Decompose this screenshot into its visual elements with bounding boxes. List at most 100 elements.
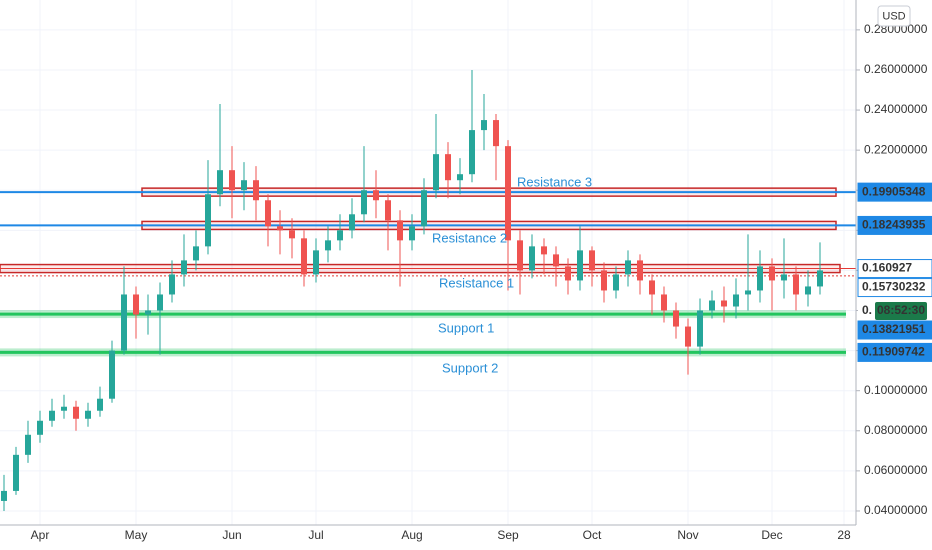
candle-body	[817, 270, 823, 287]
y-tick-label: 0.06000000	[864, 463, 928, 477]
candle-body	[577, 250, 583, 281]
candle-body	[277, 226, 283, 231]
candle-body	[169, 274, 175, 295]
y-tick-label: 0.26000000	[864, 62, 928, 76]
candle-body	[589, 250, 595, 271]
candle-body	[61, 406, 67, 411]
candle-body	[133, 294, 139, 315]
price-badge-label: 0.	[862, 303, 872, 317]
candle-body	[13, 454, 19, 491]
y-tick-label: 0.04000000	[864, 503, 928, 517]
candle-body	[49, 410, 55, 421]
candle-body	[757, 266, 763, 291]
candle-body	[433, 154, 439, 191]
candle-body	[661, 294, 667, 311]
candle-body	[625, 260, 631, 275]
level-badge	[857, 182, 932, 202]
level-badge	[857, 278, 932, 298]
countdown-label: 08:52:30	[877, 303, 925, 317]
candle-body	[193, 246, 199, 261]
candle-body	[505, 146, 511, 241]
candle-body	[649, 280, 655, 295]
x-tick-label: Sep	[497, 528, 519, 542]
candle-body	[493, 120, 499, 147]
candle-body	[805, 286, 811, 295]
candle-body	[793, 274, 799, 295]
candle-body	[145, 310, 151, 315]
x-tick-label: 28	[837, 528, 851, 542]
candle-body	[397, 220, 403, 241]
candle-body	[517, 240, 523, 271]
level-label: Resistance 1	[439, 275, 514, 290]
candle-body	[361, 190, 367, 215]
level-badge-label: 0.19905348	[862, 184, 926, 198]
candle-body	[25, 434, 31, 455]
level-badge	[857, 215, 932, 235]
candle-body	[637, 260, 643, 281]
level-badge	[857, 259, 932, 279]
x-tick-label: Apr	[31, 528, 50, 542]
level-badge	[857, 320, 932, 340]
candle-body	[157, 294, 163, 311]
candle-body	[409, 226, 415, 241]
countdown-badge	[875, 302, 927, 320]
y-tick-label: 0.08000000	[864, 423, 928, 437]
x-tick-label: Jul	[308, 528, 323, 542]
candle-body	[229, 170, 235, 191]
candle-body	[685, 326, 691, 347]
candle-body	[553, 254, 559, 267]
candle-body	[217, 170, 223, 195]
x-tick-label: Jun	[222, 528, 241, 542]
candle-body	[373, 190, 379, 201]
level-badge-label: 0.13821951	[862, 322, 926, 336]
level-badge-label: 0.160927	[862, 261, 912, 275]
candle-body	[601, 270, 607, 291]
candle-body	[529, 246, 535, 271]
candle-body	[421, 190, 427, 227]
candle-body	[469, 130, 475, 175]
candle-body	[697, 310, 703, 347]
level-badge-label: 0.15730232	[862, 280, 926, 294]
level-label: Support 1	[438, 320, 494, 335]
level-label: Resistance 2	[432, 230, 507, 245]
currency-label: USD	[882, 10, 905, 22]
candle-body	[73, 406, 79, 419]
x-tick-label: Dec	[761, 528, 782, 542]
y-tick-label: 0.22000000	[864, 142, 928, 156]
level-badge	[857, 342, 932, 362]
candle-body	[37, 420, 43, 435]
level-label: Resistance 3	[517, 174, 592, 189]
candle-body	[457, 174, 463, 181]
candle-body	[205, 194, 211, 247]
x-tick-label: Nov	[677, 528, 698, 542]
x-tick-label: May	[125, 528, 148, 542]
candle-body	[337, 230, 343, 241]
candle-body	[745, 290, 751, 295]
candle-body	[289, 230, 295, 239]
level-badge-label: 0.11909742	[862, 345, 925, 359]
candle-body	[97, 398, 103, 411]
y-tick-label: 0.24000000	[864, 102, 928, 116]
level-label: Support 2	[442, 360, 498, 375]
candle-body	[781, 274, 787, 281]
candle-body	[301, 238, 307, 275]
candle-body	[253, 180, 259, 201]
candle-body	[541, 246, 547, 255]
candle-body	[481, 120, 487, 131]
candle-body	[181, 260, 187, 275]
candle-body	[721, 300, 727, 307]
level-badge-label: 0.18243935	[862, 218, 926, 232]
candle-body	[121, 294, 127, 351]
candle-body	[241, 180, 247, 191]
currency-button[interactable]	[877, 5, 911, 27]
candle-body	[313, 250, 319, 275]
candle-body	[85, 410, 91, 419]
candle-body	[349, 214, 355, 231]
candle-body	[325, 240, 331, 251]
candle-body	[565, 266, 571, 281]
candle-body	[709, 300, 715, 311]
candle-body	[733, 294, 739, 307]
candle-body	[445, 154, 451, 181]
